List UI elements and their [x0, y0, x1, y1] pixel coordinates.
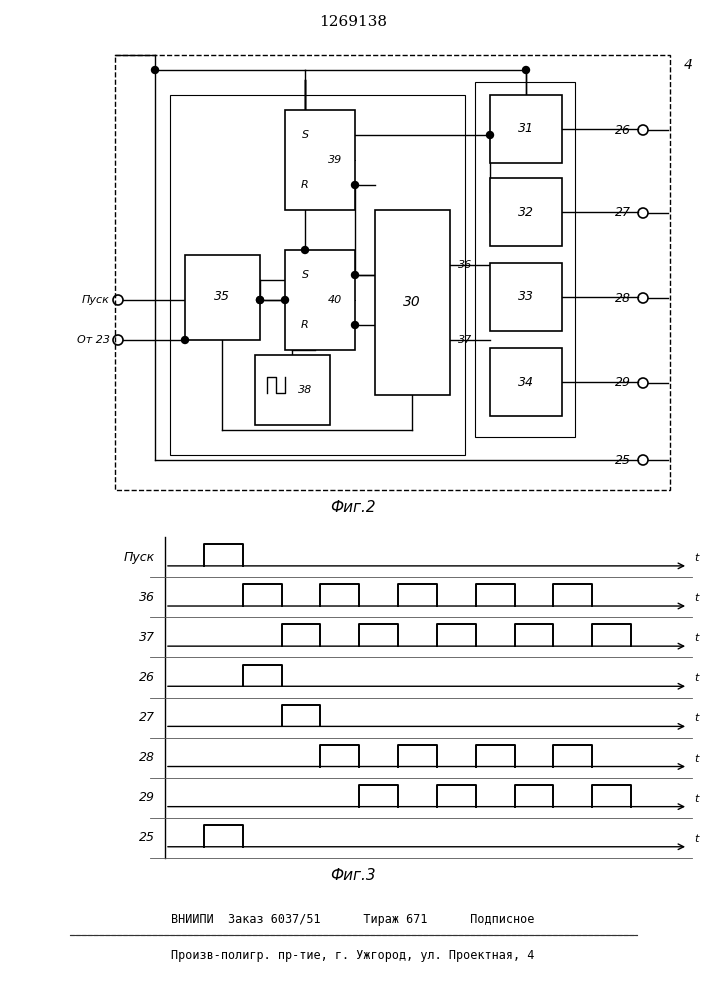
Text: t: t [694, 553, 699, 563]
Text: 38: 38 [298, 385, 312, 395]
Bar [115, 55, 670, 490]
Text: t: t [694, 834, 699, 844]
Text: 27: 27 [139, 711, 155, 724]
Text: 26: 26 [615, 123, 631, 136]
Bar [170, 95, 465, 455]
Text: 28: 28 [139, 751, 155, 764]
Bar [285, 250, 355, 350]
Bar [375, 210, 450, 395]
Text: 34: 34 [518, 375, 534, 388]
Circle shape [257, 296, 264, 304]
Text: Фиг.2: Фиг.2 [330, 500, 376, 516]
Text: Пуск: Пуск [124, 551, 155, 564]
Text: 1269138: 1269138 [319, 15, 387, 29]
Text: S: S [301, 130, 308, 140]
Text: Произв-полигр. пр-тие, г. Ужгород, ул. Проектная, 4: Произв-полигр. пр-тие, г. Ужгород, ул. П… [171, 948, 534, 962]
Text: 25: 25 [615, 454, 631, 466]
Text: 40: 40 [328, 295, 342, 305]
Circle shape [522, 66, 530, 74]
Bar [490, 263, 562, 331]
Bar [255, 355, 330, 425]
Text: Пуск: Пуск [82, 295, 110, 305]
Circle shape [182, 336, 189, 344]
Circle shape [281, 296, 288, 304]
Text: t: t [694, 673, 699, 683]
Circle shape [151, 66, 158, 74]
Text: t: t [694, 794, 699, 804]
Text: 35: 35 [214, 290, 230, 304]
Bar [475, 82, 575, 437]
Text: 33: 33 [518, 290, 534, 304]
Text: t: t [694, 633, 699, 643]
Text: t: t [694, 713, 699, 723]
Circle shape [351, 322, 358, 328]
Circle shape [257, 296, 264, 304]
Bar [490, 95, 562, 163]
Text: 36: 36 [458, 260, 472, 270]
Text: 36: 36 [139, 591, 155, 604]
Bar [490, 178, 562, 246]
Circle shape [486, 131, 493, 138]
Text: t: t [694, 593, 699, 603]
Text: S: S [301, 270, 308, 280]
Bar [185, 255, 260, 340]
Text: ВНИИПИ  Заказ 6037/51      Тираж 671      Подписное: ВНИИПИ Заказ 6037/51 Тираж 671 Подписное [171, 914, 534, 926]
Text: 37: 37 [139, 631, 155, 644]
Text: От 23: От 23 [77, 335, 110, 345]
Text: 27: 27 [615, 207, 631, 220]
Text: 30: 30 [403, 295, 421, 309]
Circle shape [351, 271, 358, 278]
Text: 31: 31 [518, 122, 534, 135]
Bar [285, 110, 355, 210]
Text: Фиг.3: Фиг.3 [330, 867, 376, 882]
Circle shape [351, 182, 358, 188]
Text: 32: 32 [518, 206, 534, 219]
Text: R: R [301, 320, 309, 330]
Text: t: t [694, 754, 699, 764]
Text: 37: 37 [458, 335, 472, 345]
Text: 29: 29 [615, 376, 631, 389]
Text: R: R [301, 180, 309, 190]
Text: 26: 26 [139, 671, 155, 684]
Text: 29: 29 [139, 791, 155, 804]
Text: 39: 39 [328, 155, 342, 165]
Text: 25: 25 [139, 831, 155, 844]
Circle shape [301, 246, 308, 253]
Text: 4: 4 [684, 58, 692, 72]
Text: 28: 28 [615, 292, 631, 304]
Bar [490, 348, 562, 416]
